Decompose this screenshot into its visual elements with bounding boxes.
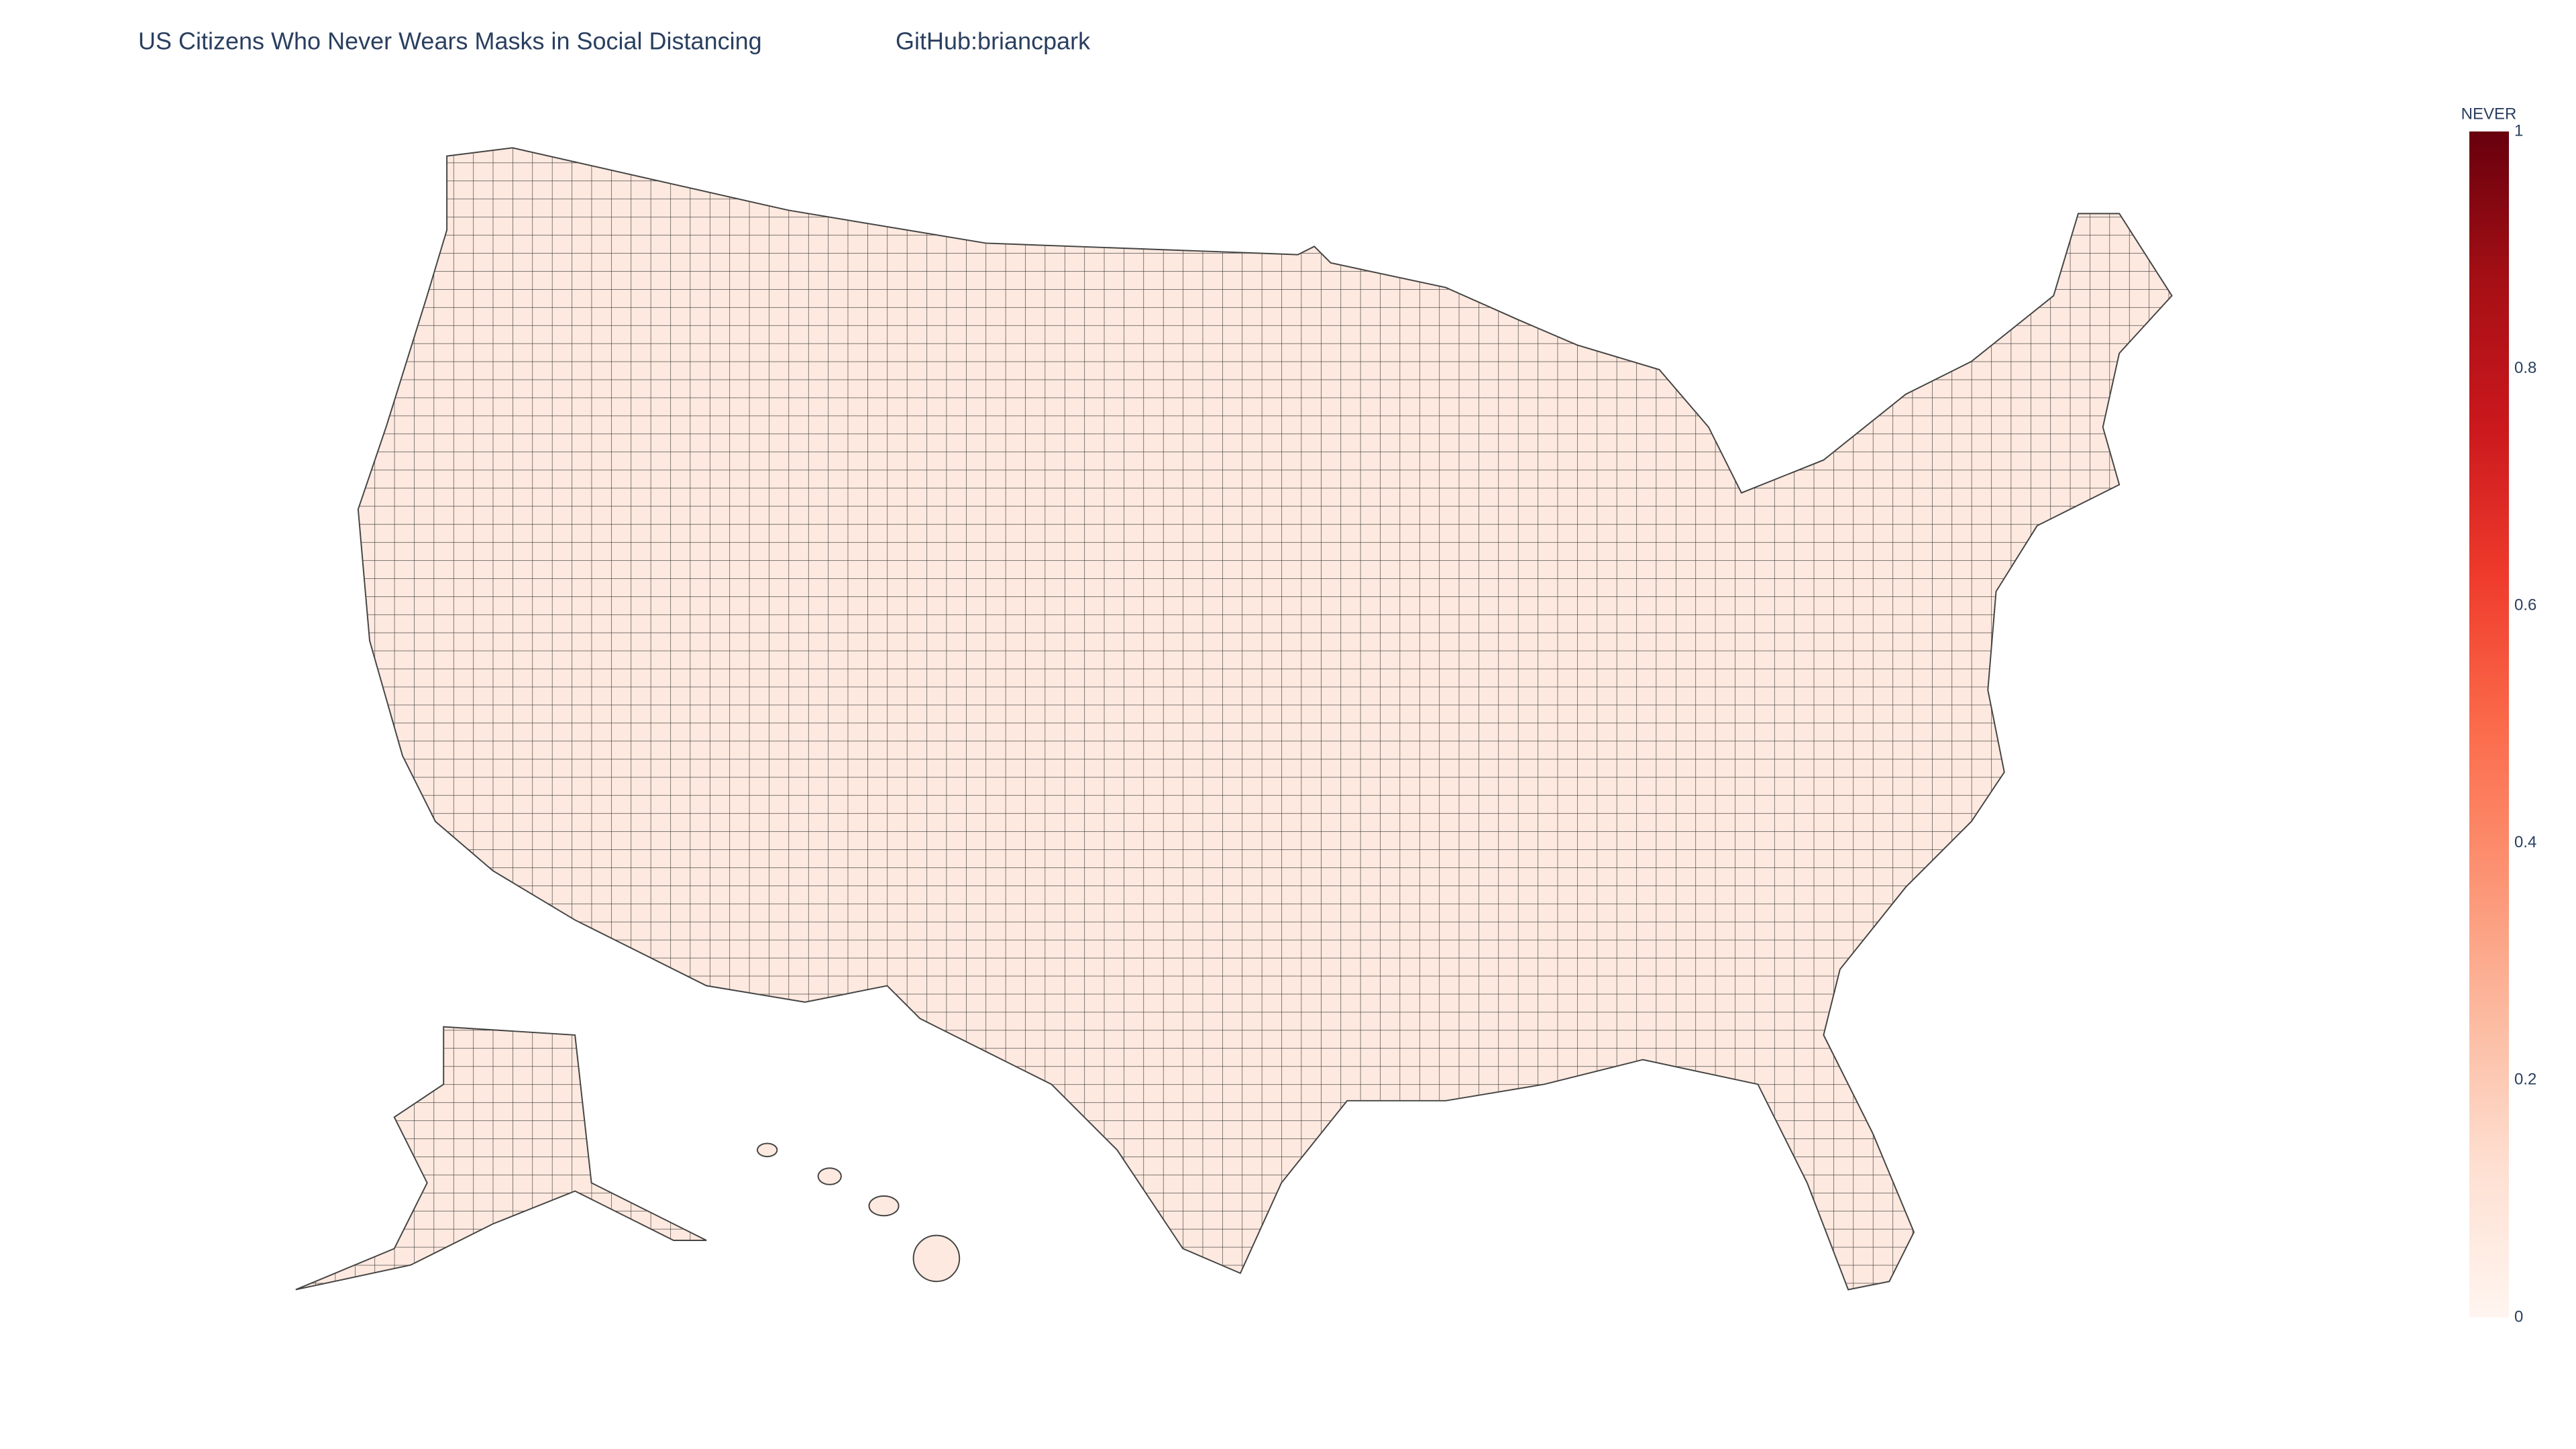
mainland	[357, 147, 2173, 1291]
colorbar-tick-label: 1	[2514, 121, 2523, 140]
colorbar-tick-label: 0.2	[2514, 1071, 2536, 1089]
colorbar-tick-label: 0.6	[2514, 596, 2536, 614]
chart-subtitle: GitHub:briancpark	[896, 28, 1091, 55]
colorbar	[2469, 131, 2509, 1318]
hawaii	[757, 1142, 961, 1283]
alaska	[295, 1026, 707, 1291]
colorbar-title: NEVER	[2461, 105, 2517, 123]
map	[295, 147, 2173, 1291]
colorbar-tick-label: 0.4	[2514, 833, 2536, 851]
colorbar-tick-label: 0.8	[2514, 359, 2536, 377]
colorbar-tick-label: 0	[2514, 1307, 2523, 1326]
chart-title: US Citizens Who Never Wears Masks in Soc…	[138, 28, 762, 55]
